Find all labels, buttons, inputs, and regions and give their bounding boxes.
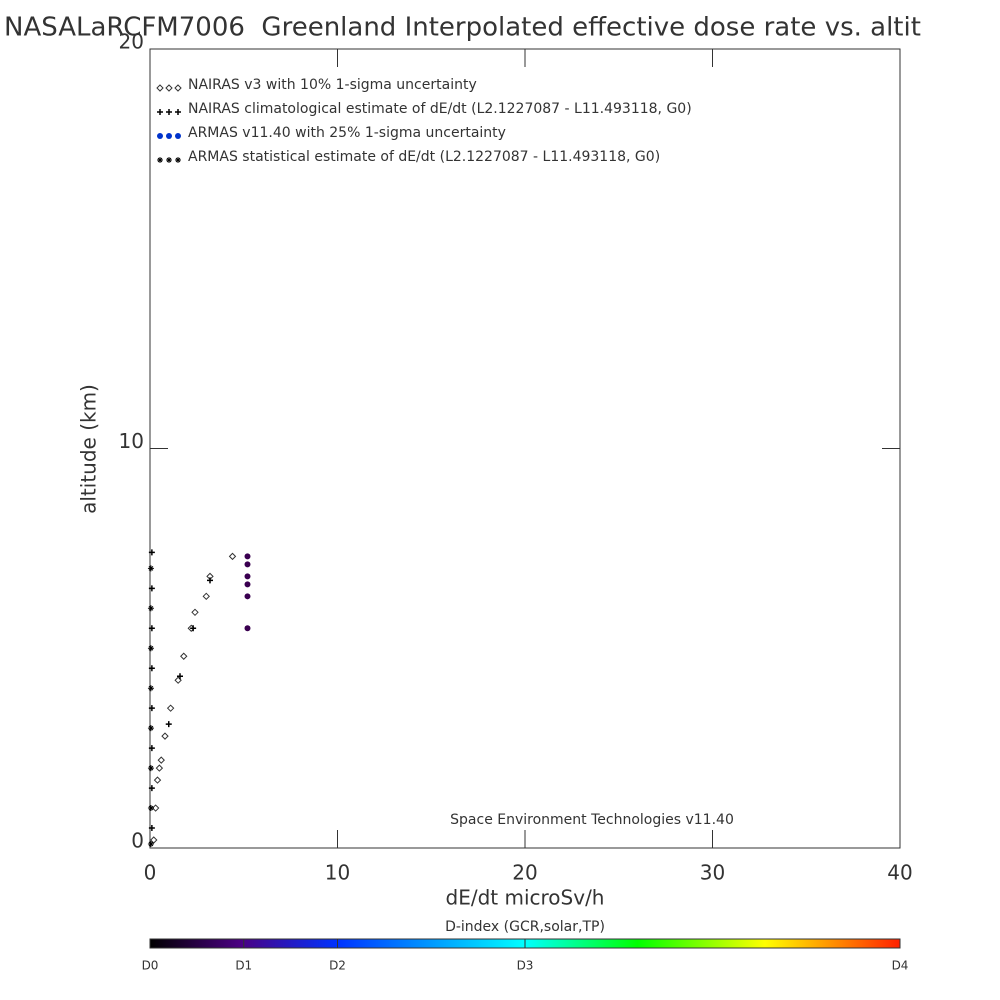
x-tick-label: 30 xyxy=(700,861,725,885)
data-point xyxy=(153,776,162,784)
legend-marker xyxy=(175,157,181,163)
data-point xyxy=(244,625,251,632)
x-tick-label: 0 xyxy=(144,861,157,885)
data-point xyxy=(244,581,251,588)
legend-label: ARMAS statistical estimate of dE/dt (L2.… xyxy=(188,149,660,165)
chart-title: NASALaRCFM7006 Greenland Interpolated ef… xyxy=(4,13,921,43)
data-point xyxy=(157,756,165,764)
legend-label: NAIRAS v3 with 10% 1-sigma uncertainty xyxy=(188,77,477,93)
legend-marker xyxy=(175,133,181,139)
data-point xyxy=(148,549,155,556)
legend-marker xyxy=(157,157,163,163)
legend-marker xyxy=(157,133,163,139)
x-tick-label: 40 xyxy=(887,861,912,885)
y-tick-label: 0 xyxy=(131,829,144,853)
y-axis-label: altitude (km) xyxy=(77,384,101,514)
legend-label: NAIRAS climatological estimate of dE/dt … xyxy=(188,101,692,117)
data-point xyxy=(147,765,154,772)
data-point xyxy=(161,732,169,740)
colorbar-tick-label: D0 xyxy=(142,959,159,973)
data-point xyxy=(180,652,188,660)
data-point xyxy=(244,561,251,568)
data-point xyxy=(244,593,251,600)
data-point xyxy=(147,565,154,572)
data-point xyxy=(147,645,154,652)
data-point xyxy=(147,685,154,692)
data-point xyxy=(148,825,155,832)
data-point xyxy=(166,704,175,712)
annotation: Space Environment Technologies v11.40 xyxy=(450,812,734,828)
data-point xyxy=(190,625,197,632)
data-point xyxy=(148,625,155,632)
legend-marker xyxy=(174,84,182,92)
data-point xyxy=(228,552,237,561)
legend-marker xyxy=(166,157,172,163)
data-point xyxy=(244,553,251,560)
colorbar-tick-label: D2 xyxy=(329,959,346,973)
data-point xyxy=(147,725,154,732)
y-tick-label: 10 xyxy=(119,429,144,453)
x-tick-label: 10 xyxy=(325,861,350,885)
data-point xyxy=(177,673,183,680)
y-tick-label: 20 xyxy=(119,30,144,54)
x-axis-label: dE/dt microSv/h xyxy=(446,886,605,910)
data-point xyxy=(148,585,155,592)
data-point xyxy=(155,764,164,772)
colorbar-tick-label: D4 xyxy=(892,959,909,973)
data-point xyxy=(191,608,199,617)
data-point xyxy=(165,721,172,728)
colorbar-label: D-index (GCR,solar,TP) xyxy=(445,919,605,935)
data-point xyxy=(147,805,154,812)
data-point xyxy=(148,745,155,752)
legend-marker xyxy=(175,109,181,115)
data-point xyxy=(148,665,155,672)
data-point xyxy=(148,785,155,792)
colorbar-tick-label: D3 xyxy=(517,959,534,973)
x-tick-label: 20 xyxy=(512,861,537,885)
data-point xyxy=(151,804,160,812)
data-point xyxy=(147,841,154,848)
legend-label: ARMAS v11.40 with 25% 1-sigma uncertaint… xyxy=(188,125,506,141)
data-point xyxy=(147,605,154,612)
data-point xyxy=(202,592,210,601)
legend-marker xyxy=(166,109,172,115)
legend-marker xyxy=(157,109,163,115)
plot-frame xyxy=(149,48,901,849)
data-point xyxy=(150,836,158,844)
data-point xyxy=(148,705,155,712)
legend-marker xyxy=(156,84,164,92)
legend-marker xyxy=(165,84,173,92)
data-point xyxy=(207,577,213,584)
colorbar-tick-label: D1 xyxy=(235,959,252,973)
legend-marker xyxy=(166,133,172,139)
data-point xyxy=(244,573,251,580)
